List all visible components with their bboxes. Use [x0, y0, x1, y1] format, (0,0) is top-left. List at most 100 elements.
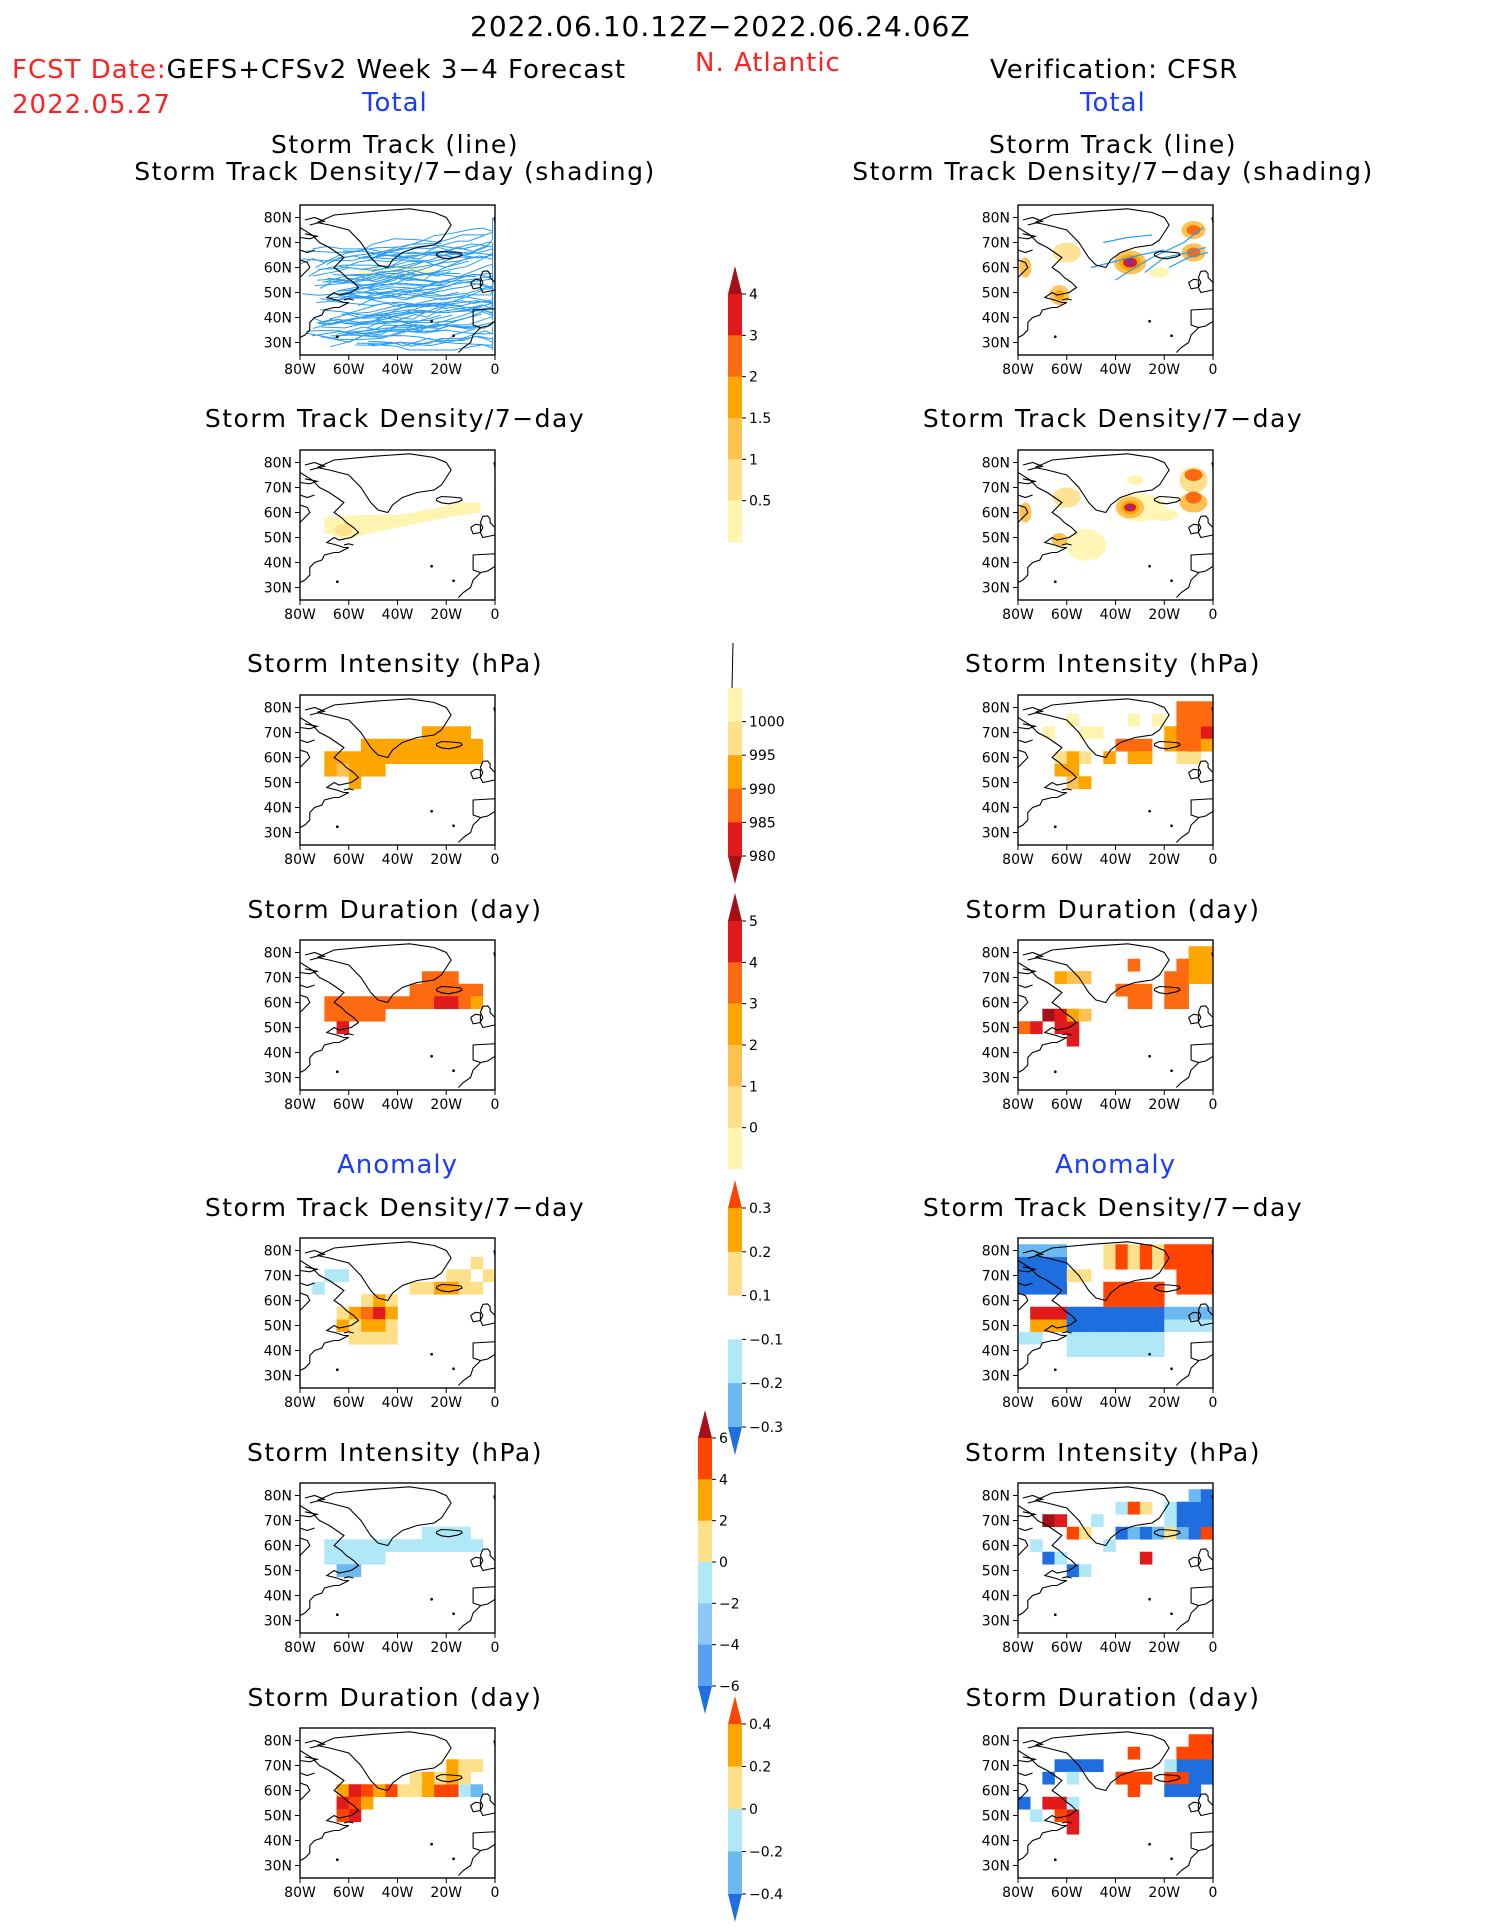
lat-label: 70N [982, 1269, 1010, 1285]
lon-label: 80W [284, 607, 316, 623]
lat-label: 80N [264, 946, 292, 962]
map-frame [1017, 449, 1214, 601]
map-left-intensity-anom: 80N 70N 60N 50N 40N 30N 80W 60W 40W 20W 0 [264, 1482, 499, 1656]
map-right-intensity-anom: 80N 70N 60N 50N 40N 30N 80W 60W 40W 20W 0 [982, 1482, 1217, 1656]
lon-label: 0 [1209, 1885, 1218, 1901]
total-left-label: Total [362, 88, 428, 118]
lat-label: 30N [264, 336, 292, 352]
verification-label: Verification: CFSR [990, 55, 1239, 85]
lon-label: 40W [1100, 607, 1132, 623]
axis-labels: 80N 70N 60N 50N 40N 30N 80W 60W 40W 20W 0 [982, 1244, 1218, 1412]
right-density-title: Storm Track Density/7−day [922, 404, 1304, 433]
axis-labels: 80N 70N 60N 50N 40N 30N 80W 60W 40W 20W 0 [264, 1734, 500, 1902]
lon-label: 60W [1051, 1885, 1083, 1901]
lon-label: 60W [1051, 1097, 1083, 1113]
right-density-anom-title: Storm Track Density/7−day [922, 1193, 1304, 1222]
shading-layer [1030, 1489, 1213, 1578]
lat-label: 60N [264, 1539, 292, 1555]
lat-label: 70N [264, 236, 292, 252]
colorbar-label: 1.5 [749, 411, 771, 427]
colorbar-label: 0.5 [749, 494, 771, 510]
shading-layer [324, 971, 484, 1035]
lon-label: 20W [430, 1640, 462, 1656]
colorbar-intensity-anom: 6 4 2 0 −2 −4 −6 [698, 1410, 740, 1714]
lon-label: 0 [1209, 607, 1218, 623]
axis-labels: 80N 70N 60N 50N 40N 30N 80W 60W 40W 20W 0 [982, 946, 1218, 1114]
map-right-duration-anom: 80N 70N 60N 50N 40N 30N 80W 60W 40W 20W 0 [982, 1727, 1218, 1902]
lon-label: 60W [333, 1640, 365, 1656]
lat-label: 60N [982, 506, 1010, 522]
colorbar-label: 1 [749, 1079, 758, 1095]
coastlines [300, 1486, 495, 1631]
colorbar-label: 2 [749, 1038, 758, 1054]
map-right-density: 80N 70N 60N 50N 40N 30N 80W 60W 40W 20W 0 [982, 449, 1218, 624]
lat-label: 60N [982, 751, 1010, 767]
lon-label: 80W [284, 1395, 316, 1411]
lat-label: 40N [264, 801, 292, 817]
lon-label: 60W [333, 1885, 365, 1901]
lat-label: 60N [982, 1539, 1010, 1555]
lat-label: 40N [982, 1589, 1010, 1605]
lon-label: 20W [430, 362, 462, 378]
axis-labels: 80N 70N 60N 50N 40N 30N 80W 60W 40W 20W 0 [982, 701, 1218, 869]
colorbar-label: 2 [719, 1514, 728, 1530]
lon-label: 80W [1002, 362, 1034, 378]
lat-label: 70N [982, 726, 1010, 742]
colorbar-label: 2 [749, 370, 758, 386]
lon-label: 20W [1148, 1097, 1180, 1113]
lon-label: 20W [1148, 1395, 1180, 1411]
lon-label: 40W [1100, 1640, 1132, 1656]
colorbar-label: 0.4 [749, 1717, 771, 1733]
region-label: N. Atlantic [695, 48, 841, 78]
lat-label: 30N [264, 826, 292, 842]
lon-label: 60W [333, 362, 365, 378]
lat-label: 30N [982, 1614, 1010, 1630]
lat-label: 80N [982, 456, 1010, 472]
lat-label: 70N [264, 1759, 292, 1775]
lon-label: 80W [284, 362, 316, 378]
shading-layer [324, 726, 484, 790]
lat-label: 70N [264, 726, 292, 742]
lat-label: 50N [982, 1809, 1010, 1825]
map-right-duration: 80N 70N 60N 50N 40N 30N 80W 60W 40W 20W 0 [982, 939, 1218, 1114]
axis-labels: 80N 70N 60N 50N 40N 30N 80W 60W 40W 20W 0 [264, 946, 500, 1114]
left-density-anom-title: Storm Track Density/7−day [204, 1193, 586, 1222]
lat-label: 40N [982, 556, 1010, 572]
colorbar-label: 6 [719, 1431, 728, 1447]
right-duration-title: Storm Duration (day) [965, 895, 1261, 924]
lat-label: 80N [264, 456, 292, 472]
lat-label: 70N [982, 236, 1010, 252]
fcst-date-label: FCST Date:GEFS+CFSv2 Week 3−4 Forecast [12, 55, 627, 85]
colorbar-duration-anom: 0.4 0.2 0 −0.2 −0.4 [728, 1696, 783, 1922]
lat-label: 50N [982, 776, 1010, 792]
shading-layer [312, 1256, 495, 1345]
left-duration-title: Storm Duration (day) [247, 895, 543, 924]
lon-label: 80W [284, 852, 316, 868]
lon-label: 20W [430, 1885, 462, 1901]
axis-labels: 80N 70N 60N 50N 40N 30N 80W 60W 40W 20W 0 [264, 1244, 500, 1412]
lon-label: 0 [1209, 852, 1218, 868]
axis-labels: 80N 70N 60N 50N 40N 30N 80W 60W 40W 20W 0 [982, 456, 1218, 624]
lat-label: 40N [982, 1344, 1010, 1360]
left-density-title: Storm Track Density/7−day [204, 404, 586, 433]
lon-label: 20W [430, 1097, 462, 1113]
lat-label: 50N [982, 531, 1010, 547]
lon-label: 20W [1148, 1885, 1180, 1901]
colorbar-density-anom: 0.3 0.2 0.1 −0.1 −0.2 −0.3 [728, 1180, 783, 1455]
lat-label: 40N [264, 556, 292, 572]
coastlines [300, 208, 495, 353]
axis-labels: 80N 70N 60N 50N 40N 30N 80W 60W 40W 20W 0 [982, 1734, 1218, 1902]
lat-label: 50N [264, 531, 292, 547]
lat-label: 70N [982, 1759, 1010, 1775]
lon-label: 80W [1002, 1640, 1034, 1656]
lon-label: 40W [1100, 1395, 1132, 1411]
lat-label: 80N [264, 701, 292, 717]
colorbar-label: 4 [749, 955, 758, 971]
coastlines [1018, 1731, 1213, 1876]
lat-label: 60N [264, 1294, 292, 1310]
colorbar-label: −2 [719, 1596, 740, 1612]
colorbar-label: 3 [749, 997, 758, 1013]
lon-label: 40W [1100, 852, 1132, 868]
colorbar-label: −4 [719, 1638, 740, 1654]
lon-label: 40W [382, 1640, 414, 1656]
